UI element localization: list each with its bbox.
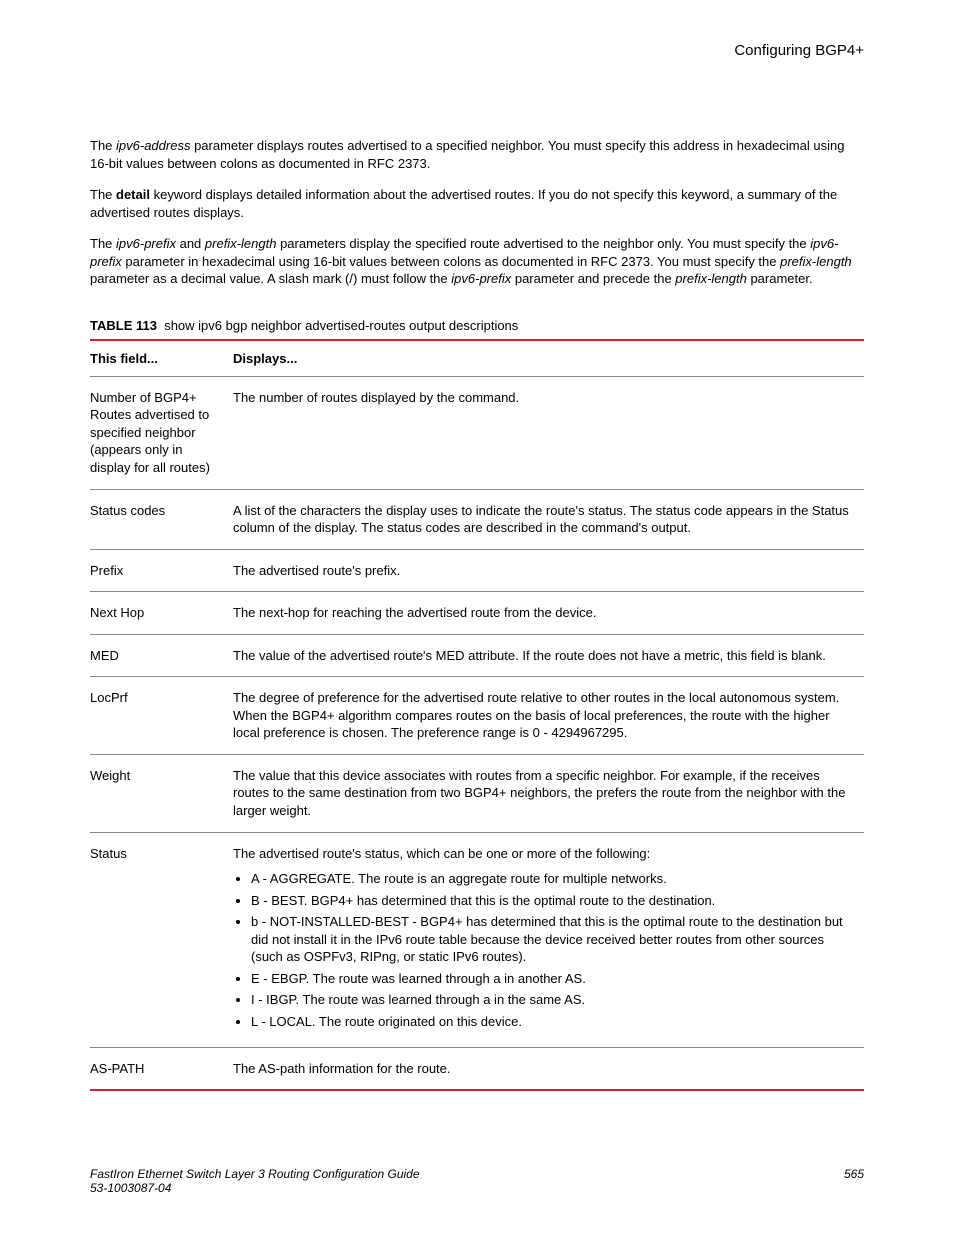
paragraph-ipv6-address: The ipv6-address parameter displays rout… (90, 137, 864, 172)
text: parameter and precede the (511, 271, 675, 286)
cell-desc: The advertised route's prefix. (233, 549, 864, 592)
cell-desc: The value that this device associates wi… (233, 754, 864, 832)
cell-field: Next Hop (90, 592, 233, 635)
param-prefix-length: prefix-length (675, 271, 747, 286)
output-descriptions-table: This field... Displays... Number of BGP4… (90, 339, 864, 1091)
cell-desc: The value of the advertised route's MED … (233, 634, 864, 677)
table-row: AS-PATH The AS-path information for the … (90, 1047, 864, 1090)
cell-field: Status codes (90, 489, 233, 549)
table-row: Status codes A list of the characters th… (90, 489, 864, 549)
text: keyword displays detailed information ab… (90, 187, 837, 220)
list-item: E - EBGP. The route was learned through … (251, 970, 856, 988)
list-item: B - BEST. BGP4+ has determined that this… (251, 892, 856, 910)
text: parameters display the specified route a… (276, 236, 810, 251)
cell-desc-status: The advertised route's status, which can… (233, 832, 864, 1047)
param-prefix-length: prefix-length (780, 254, 852, 269)
param-ipv6-prefix: ipv6-prefix (116, 236, 176, 251)
cell-desc: A list of the characters the display use… (233, 489, 864, 549)
table-caption-text: show ipv6 bgp neighbor advertised-routes… (164, 318, 518, 333)
cell-field: Weight (90, 754, 233, 832)
param-ipv6-address: ipv6-address (116, 138, 190, 153)
cell-field: Number of BGP4+ Routes advertised to spe… (90, 376, 233, 489)
table-row: LocPrf The degree of preference for the … (90, 677, 864, 755)
text: parameter displays routes advertised to … (90, 138, 844, 171)
text: parameter as a decimal value. A slash ma… (90, 271, 451, 286)
col-header-displays: Displays... (233, 340, 864, 377)
list-item: A - AGGREGATE. The route is an aggregate… (251, 870, 856, 888)
paragraph-detail: The detail keyword displays detailed inf… (90, 186, 864, 221)
footer-title: FastIron Ethernet Switch Layer 3 Routing… (90, 1167, 420, 1181)
table-row: Next Hop The next-hop for reaching the a… (90, 592, 864, 635)
list-item: b - NOT-INSTALLED-BEST - BGP4+ has deter… (251, 913, 856, 966)
cell-desc: The number of routes displayed by the co… (233, 376, 864, 489)
text: parameter in hexadecimal using 16-bit va… (122, 254, 780, 269)
table-caption: TABLE 113 show ipv6 bgp neighbor adverti… (90, 318, 864, 333)
page-container: Configuring BGP4+ The ipv6-address param… (0, 0, 954, 1235)
list-item: I - IBGP. The route was learned through … (251, 991, 856, 1009)
page-number: 565 (844, 1167, 864, 1181)
cell-desc: The degree of preference for the adverti… (233, 677, 864, 755)
text: The (90, 236, 116, 251)
page-footer: 565 FastIron Ethernet Switch Layer 3 Rou… (90, 1167, 864, 1195)
text: parameter. (747, 271, 813, 286)
table-row: Weight The value that this device associ… (90, 754, 864, 832)
cell-field: LocPrf (90, 677, 233, 755)
text: and (176, 236, 205, 251)
cell-desc: The next-hop for reaching the advertised… (233, 592, 864, 635)
cell-field: MED (90, 634, 233, 677)
cell-field: Prefix (90, 549, 233, 592)
table-row: Prefix The advertised route's prefix. (90, 549, 864, 592)
table-header-row: This field... Displays... (90, 340, 864, 377)
status-intro: The advertised route's status, which can… (233, 846, 650, 861)
param-ipv6-prefix: ipv6-prefix (451, 271, 511, 286)
text: The (90, 187, 116, 202)
text: The (90, 138, 116, 153)
page-header-title: Configuring BGP4+ (90, 42, 864, 59)
table-row: Number of BGP4+ Routes advertised to spe… (90, 376, 864, 489)
col-header-field: This field... (90, 340, 233, 377)
cell-field: AS-PATH (90, 1047, 233, 1090)
status-list: A - AGGREGATE. The route is an aggregate… (233, 870, 856, 1030)
paragraph-prefix: The ipv6-prefix and prefix-length parame… (90, 235, 864, 288)
table-row: Status The advertised route's status, wh… (90, 832, 864, 1047)
param-prefix-length: prefix-length (205, 236, 277, 251)
cell-desc: The AS-path information for the route. (233, 1047, 864, 1090)
list-item: L - LOCAL. The route originated on this … (251, 1013, 856, 1031)
footer-docnum: 53-1003087-04 (90, 1181, 171, 1195)
cell-field: Status (90, 832, 233, 1047)
keyword-detail: detail (116, 187, 150, 202)
table-row: MED The value of the advertised route's … (90, 634, 864, 677)
table-caption-label: TABLE 113 (90, 318, 157, 333)
